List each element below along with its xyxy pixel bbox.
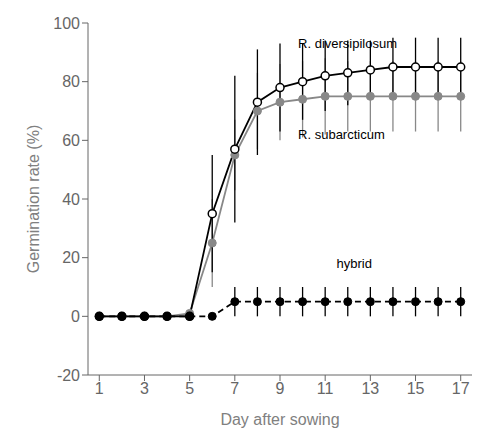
svg-text:80: 80 [62, 73, 80, 90]
svg-text:3: 3 [140, 380, 149, 397]
svg-text:100: 100 [53, 15, 80, 32]
svg-text:20: 20 [62, 249, 80, 266]
svg-text:60: 60 [62, 132, 80, 149]
svg-text:15: 15 [407, 380, 425, 397]
svg-text:7: 7 [230, 380, 239, 397]
svg-text:-20: -20 [57, 367, 80, 384]
svg-text:9: 9 [276, 380, 285, 397]
svg-text:5: 5 [185, 380, 194, 397]
svg-text:11: 11 [317, 380, 334, 397]
svg-text:1: 1 [95, 380, 104, 397]
svg-text:R. subarcticum: R. subarcticum [298, 127, 385, 142]
svg-text:13: 13 [361, 380, 379, 397]
svg-text:17: 17 [452, 380, 470, 397]
svg-text:40: 40 [62, 191, 80, 208]
svg-text:Germination rate (%): Germination rate (%) [25, 125, 42, 274]
svg-text:hybrid: hybrid [336, 256, 371, 271]
svg-text:0: 0 [71, 308, 80, 325]
svg-text:R. diversipilosum: R. diversipilosum [298, 36, 397, 51]
svg-text:Day after sowing: Day after sowing [220, 411, 339, 428]
